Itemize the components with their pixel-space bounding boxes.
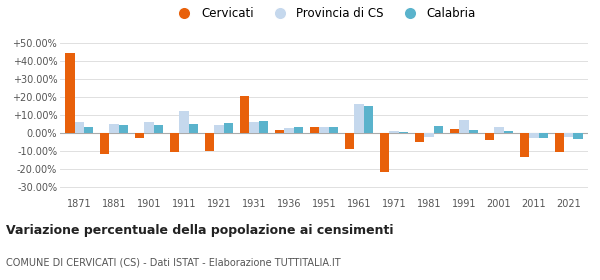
Bar <box>554 133 564 152</box>
Bar <box>100 133 109 154</box>
Legend: Cervicati, Provincia di CS, Calabria: Cervicati, Provincia di CS, Calabria <box>168 2 480 24</box>
Bar <box>503 131 513 133</box>
Bar <box>240 96 250 133</box>
Bar <box>380 133 389 172</box>
Bar <box>179 111 189 133</box>
Bar <box>275 130 284 133</box>
Text: COMUNE DI CERVICATI (CS) - Dati ISTAT - Elaborazione TUTTITALIA.IT: COMUNE DI CERVICATI (CS) - Dati ISTAT - … <box>6 258 341 268</box>
Bar <box>364 106 373 133</box>
Bar <box>450 129 459 133</box>
Bar <box>119 125 128 133</box>
Bar <box>434 126 443 133</box>
Bar <box>294 127 303 133</box>
Bar <box>84 127 94 133</box>
Bar <box>574 133 583 139</box>
Bar <box>415 133 424 142</box>
Bar <box>224 123 233 133</box>
Text: Variazione percentuale della popolazione ai censimenti: Variazione percentuale della popolazione… <box>6 224 394 237</box>
Bar <box>485 133 494 140</box>
Bar <box>214 125 224 133</box>
Bar <box>284 128 294 133</box>
Bar <box>259 121 268 133</box>
Bar <box>109 124 119 133</box>
Bar <box>189 124 198 133</box>
Bar <box>329 127 338 133</box>
Bar <box>319 127 329 133</box>
Bar <box>389 131 398 133</box>
Bar <box>398 132 408 133</box>
Bar <box>205 133 214 151</box>
Bar <box>539 133 548 138</box>
Bar <box>145 122 154 133</box>
Bar <box>65 53 74 133</box>
Bar <box>564 133 574 137</box>
Bar <box>494 127 503 133</box>
Bar <box>345 133 354 149</box>
Bar <box>459 120 469 133</box>
Bar <box>424 133 434 137</box>
Bar <box>520 133 529 157</box>
Bar <box>154 125 163 133</box>
Bar <box>354 104 364 133</box>
Bar <box>469 130 478 133</box>
Bar <box>529 133 539 138</box>
Bar <box>250 122 259 133</box>
Bar <box>310 127 319 133</box>
Bar <box>74 122 84 133</box>
Bar <box>170 133 179 152</box>
Bar <box>135 133 145 138</box>
